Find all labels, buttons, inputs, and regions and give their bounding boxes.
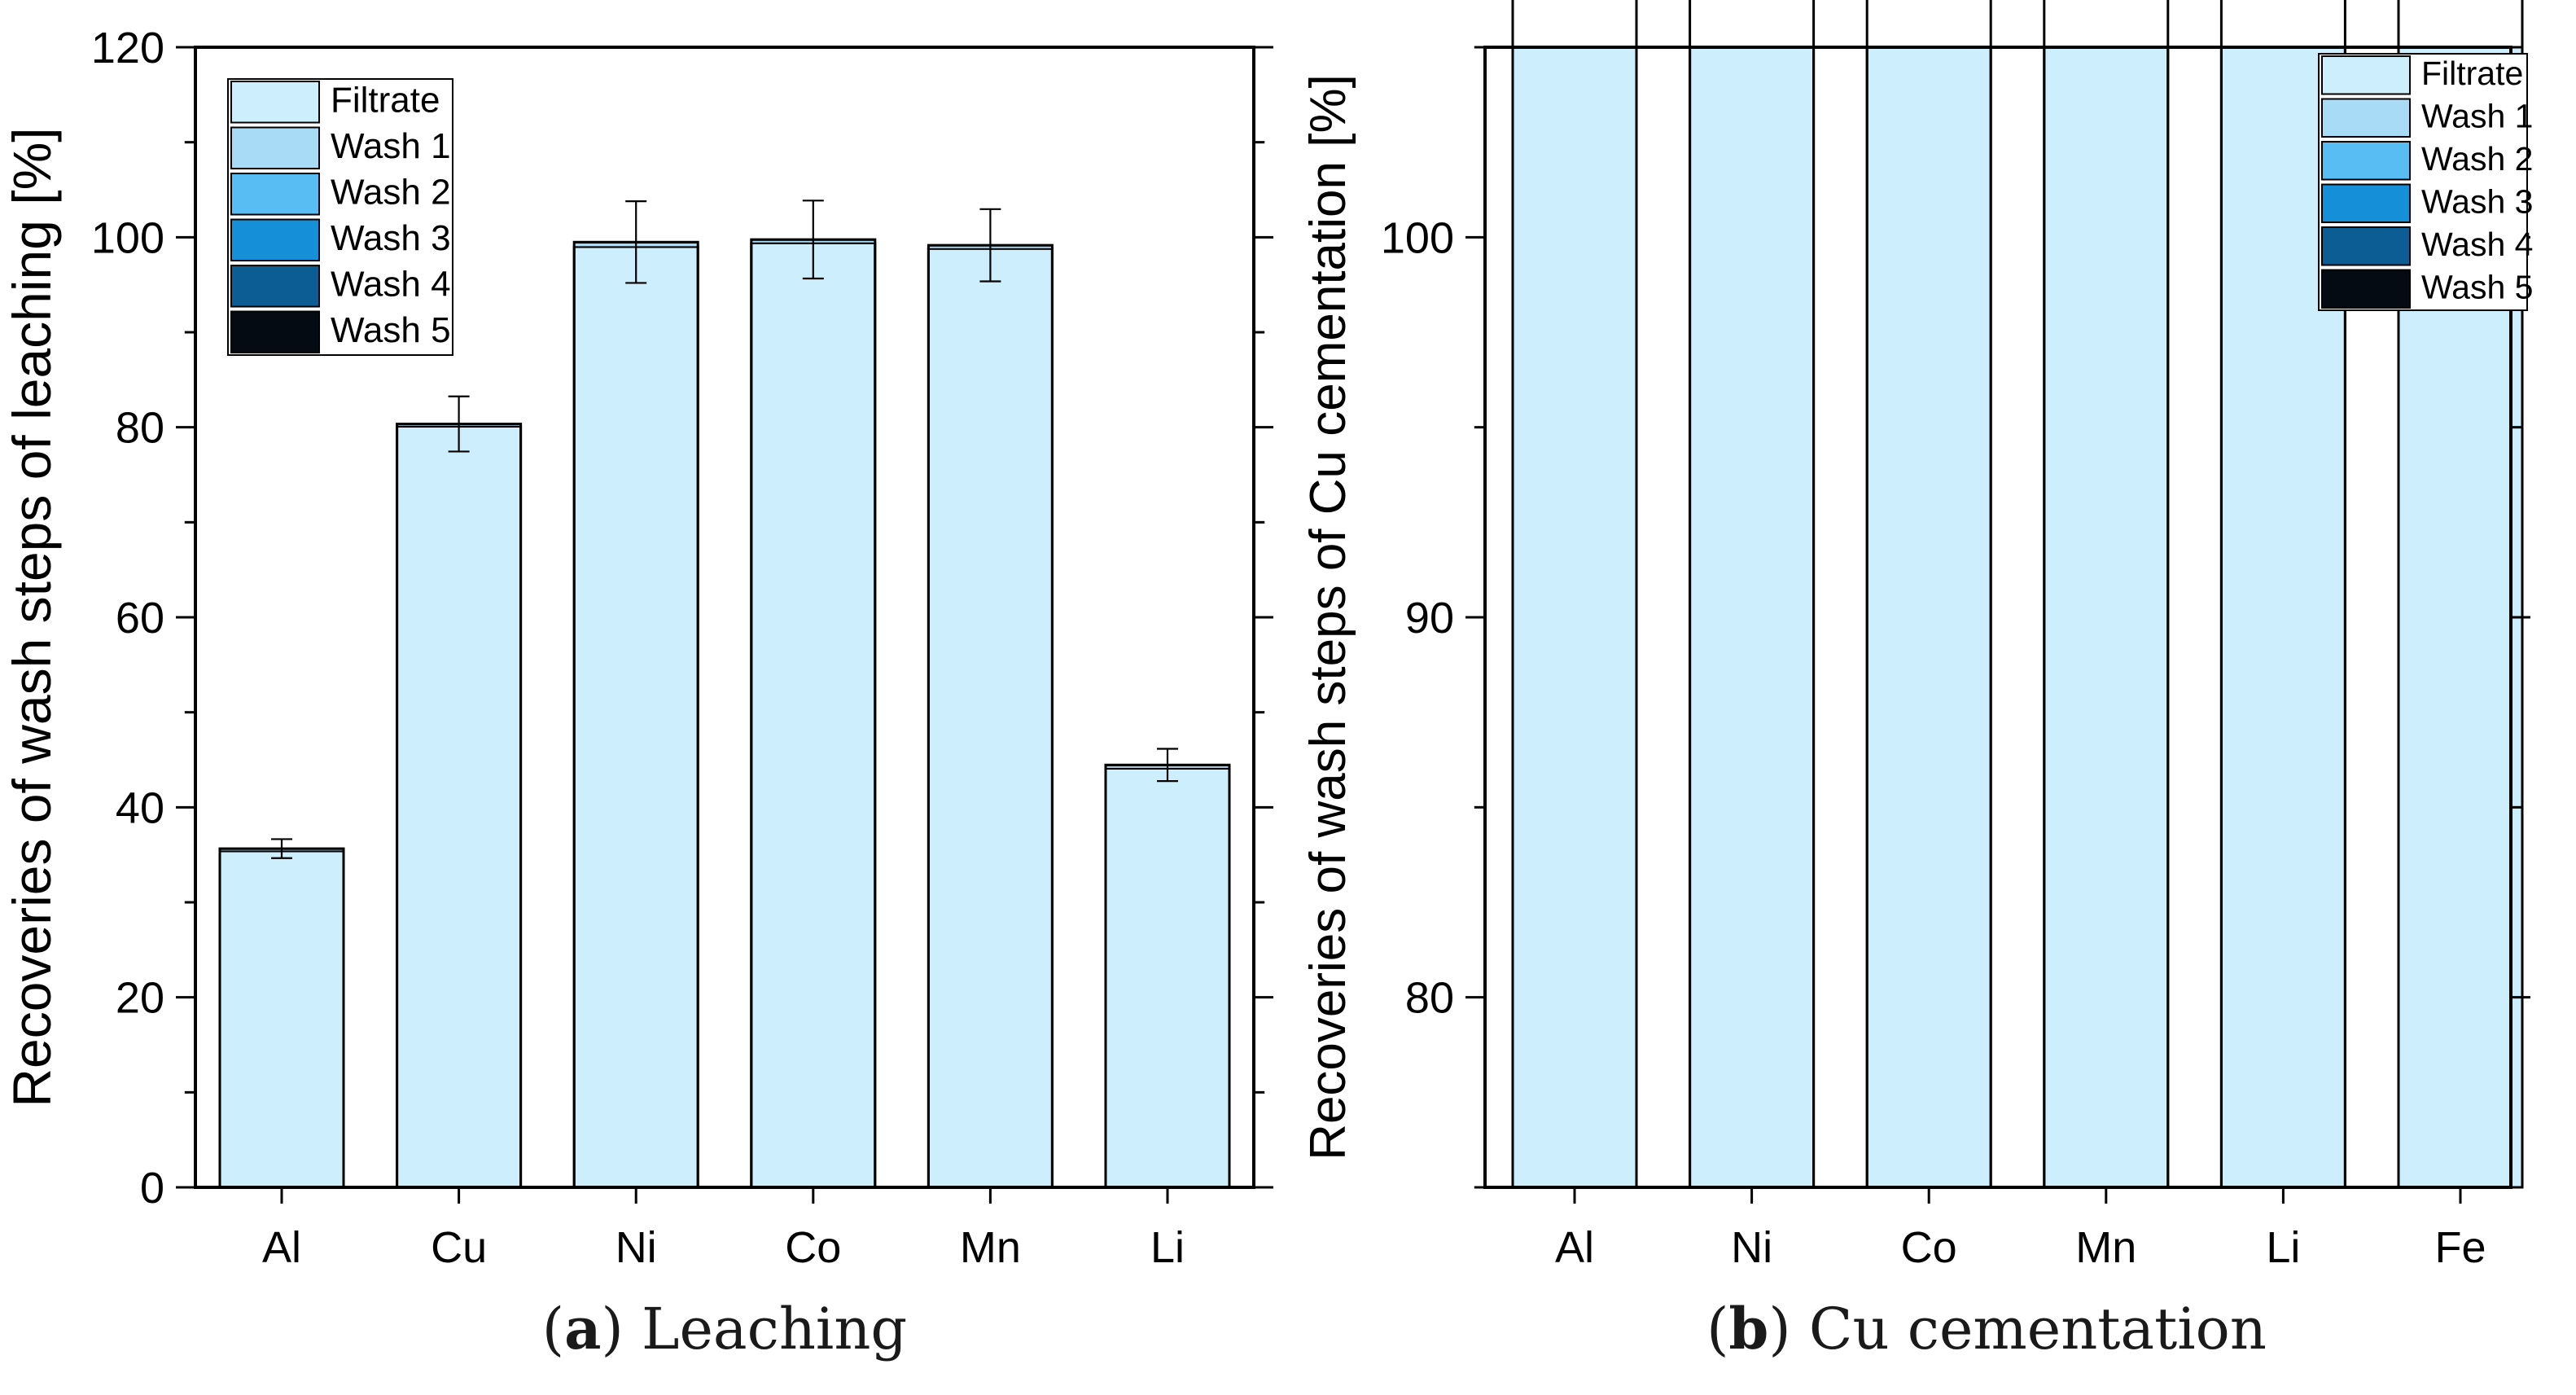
- chart-a-bar-mn-filtrate: [927, 247, 1054, 1189]
- chart-b-ytick-label-90: 90: [1405, 594, 1454, 643]
- caption-a: (a) Leaching: [541, 1295, 908, 1362]
- chart-a-bar-co-filtrate: [750, 241, 877, 1189]
- caption-b-letter: b: [1728, 1295, 1769, 1362]
- chart-b-xtick-label-co: Co: [1901, 1223, 1957, 1272]
- chart-a-legend-label-wash5: Wash 5: [331, 310, 451, 350]
- chart-b-xtick-label-fe: Fe: [2434, 1223, 2486, 1272]
- chart-a-ytick-label-60: 60: [116, 594, 164, 643]
- chart-b-legend-label-filtrate: Filtrate: [2421, 55, 2523, 92]
- chart-b-legend-swatch-wash3: [2321, 183, 2411, 223]
- chart-a-legend-label-wash1: Wash 1: [331, 126, 451, 166]
- chart-a-legend-swatch-wash4: [230, 265, 320, 308]
- chart-b-legend-swatch-wash4: [2321, 226, 2411, 266]
- chart-b-legend-swatch-wash1: [2321, 98, 2411, 138]
- chart-a-bar-al-filtrate: [218, 849, 345, 1189]
- chart-b-bar-mn-filtrate: [2043, 46, 2170, 1189]
- chart-a-legend-swatch-wash1: [230, 126, 320, 169]
- chart-a-xtick-label-cu: Cu: [431, 1223, 487, 1272]
- chart-a-legend-label-wash2: Wash 2: [331, 173, 451, 213]
- chart-a-bar-cu-filtrate: [396, 425, 523, 1189]
- chart-a-ytick-label-120: 120: [91, 24, 164, 72]
- chart-a-xtick-label-al: Al: [262, 1223, 301, 1272]
- chart-b-xtick-label-li: Li: [2266, 1223, 2300, 1272]
- chart-a-bar-li-filtrate: [1104, 767, 1231, 1189]
- chart-a-ylabel: Recoveries of wash steps of leaching [%]: [2, 127, 62, 1107]
- chart-a-ytick-label-80: 80: [116, 404, 164, 453]
- chart-a-legend-label-wash3: Wash 3: [331, 218, 451, 258]
- chart-b-legend-box: [2318, 53, 2528, 311]
- chart-b-ytick-label-80: 80: [1405, 974, 1454, 1023]
- chart-a-legend-swatch-filtrate: [230, 81, 320, 124]
- chart-a-xtick-label-co: Co: [785, 1223, 841, 1272]
- chart-b-ytick-label-100: 100: [1381, 213, 1454, 262]
- chart-b-legend-swatch-filtrate: [2321, 55, 2411, 95]
- chart-a-bar-ni-filtrate: [572, 245, 699, 1189]
- chart-b-bar-ni-filtrate: [1689, 46, 1816, 1189]
- chart-a-legend-box: [227, 78, 453, 356]
- chart-a-legend-label-wash4: Wash 4: [331, 265, 451, 305]
- caption-a-letter: a: [564, 1295, 602, 1362]
- chart-cu-cementation: Al Ni Co Mn Li Fe 80 90 100 Recoveries of wash st…: [1300, 0, 2533, 1272]
- chart-b-xtick-label-al: Al: [1555, 1223, 1594, 1272]
- chart-a-ytick-label-40: 40: [116, 783, 164, 832]
- chart-a-ytick-label-0: 0: [140, 1164, 164, 1213]
- chart-b-legend-label-wash3: Wash 3: [2421, 182, 2533, 220]
- chart-a-legend-swatch-wash3: [230, 218, 320, 261]
- chart-a-legend-label-filtrate: Filtrate: [331, 81, 440, 121]
- chart-b-xtick-label-ni: Ni: [1731, 1223, 1772, 1272]
- chart-b-legend-swatch-wash2: [2321, 141, 2411, 181]
- chart-a-xtick-label-li: Li: [1150, 1223, 1185, 1272]
- caption-b: (b) Cu cementation: [1706, 1295, 2267, 1362]
- chart-b-legend-label-wash5: Wash 5: [2421, 268, 2533, 305]
- chart-b-legend-label-wash4: Wash 4: [2421, 226, 2533, 263]
- chart-a-legend-swatch-wash2: [230, 173, 320, 216]
- chart-a-ytick-label-20: 20: [116, 974, 164, 1023]
- chart-a-xtick-label-ni: Ni: [616, 1223, 657, 1272]
- chart-a-ytick-label-100: 100: [91, 213, 164, 262]
- chart-b-legend-label-wash1: Wash 1: [2421, 97, 2533, 134]
- chart-leaching: Al Cu Ni Co Mn Li 0 20 40 60 80 100 120 Recoveries of…: [2, 24, 1273, 1272]
- chart-b-legend-label-wash2: Wash 2: [2421, 140, 2533, 178]
- chart-b-xtick-label-mn: Mn: [2075, 1223, 2136, 1272]
- caption-b-text: Cu cementation: [1808, 1296, 2267, 1362]
- chart-a-legend-swatch-wash5: [230, 310, 320, 353]
- caption-a-text: Leaching: [642, 1296, 908, 1362]
- chart-b-ylabel: Recoveries of wash steps of Cu cementati…: [1300, 74, 1356, 1160]
- chart-b-bar-al-filtrate: [1511, 46, 1638, 1189]
- chart-b-legend-swatch-wash5: [2321, 269, 2411, 309]
- chart-a-xtick-label-mn: Mn: [960, 1223, 1021, 1272]
- chart-b-bar-co-filtrate: [1865, 46, 1992, 1189]
